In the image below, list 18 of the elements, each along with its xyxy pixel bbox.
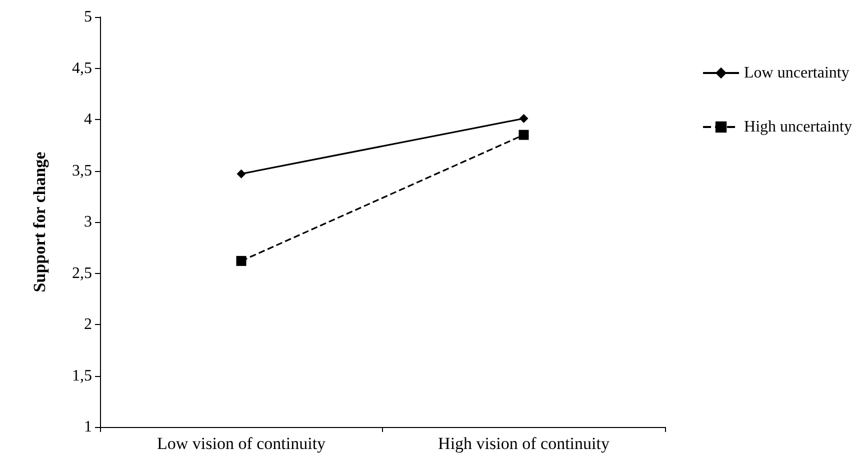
point (519, 114, 528, 123)
y-tick-label: 5 (84, 8, 92, 26)
y-tick-label: 3 (84, 214, 92, 230)
y-tick-label: 2 (84, 316, 92, 333)
y-tick-label: 4 (84, 111, 92, 128)
y-tick-label: 2,5 (72, 264, 92, 282)
point (236, 256, 246, 266)
y-tick-label: 3,5 (72, 162, 92, 180)
y-tick-label: 4,5 (72, 60, 92, 77)
point (518, 130, 529, 140)
legend-label: Low uncertainty (744, 64, 850, 82)
x-tick-label: Low vision of continuity (156, 434, 326, 453)
point (236, 169, 246, 178)
x-tick-label: High vision of continuity (438, 434, 610, 453)
legend-label: High uncertainty (744, 118, 852, 136)
y-tick-label: 1,5 (72, 367, 92, 384)
y-axis-title: Support for change (30, 151, 49, 292)
y-tick-label: 1 (84, 418, 92, 436)
